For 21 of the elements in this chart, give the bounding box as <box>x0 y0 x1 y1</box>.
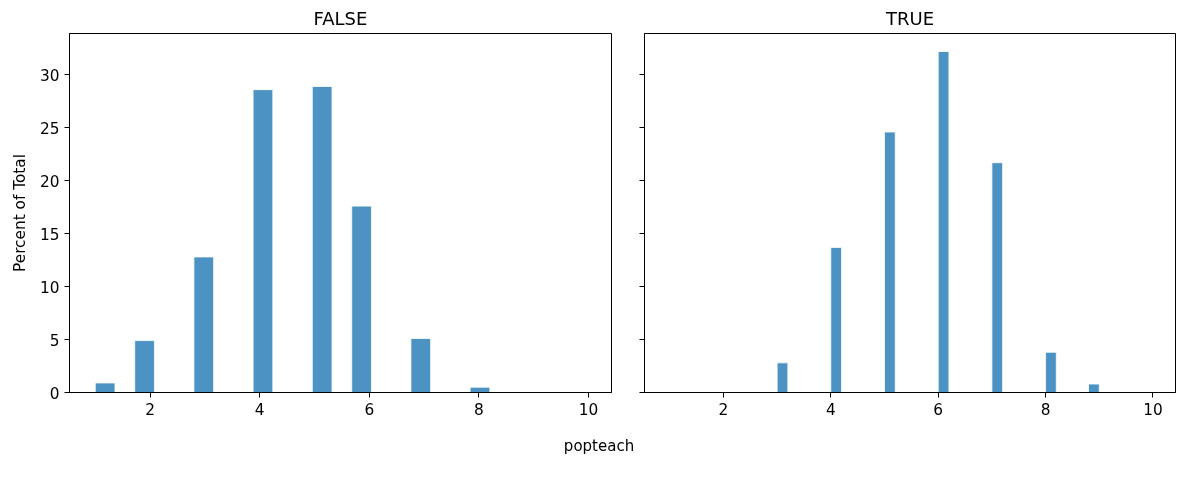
y-tick-label: 0 <box>49 384 60 403</box>
x-tick-label: 2 <box>145 400 155 419</box>
x-tick-label: 4 <box>825 400 836 419</box>
x-tick-label: 8 <box>1040 400 1051 419</box>
x-tick-label: 10 <box>1143 400 1163 419</box>
y-tick-label: 15 <box>40 225 60 244</box>
y-tick-label: 25 <box>40 119 60 138</box>
y-tick-label: 20 <box>40 172 60 191</box>
x-axis-title: popteach <box>563 436 635 457</box>
x-tick-label: 8 <box>474 400 484 419</box>
y-axis-title: Percent of Total <box>11 154 29 272</box>
x-tick-label: 6 <box>933 400 944 419</box>
x-tick-label: 10 <box>578 400 599 419</box>
x-tick-label: 4 <box>254 400 265 419</box>
chart-title: FALSE <box>313 7 368 29</box>
y-tick-label: 5 <box>49 331 60 350</box>
x-tick-label: 2 <box>718 400 729 419</box>
chart-title: TRUE <box>884 7 935 29</box>
y-tick-label: 10 <box>40 278 60 297</box>
x-tick-label: 6 <box>364 400 375 419</box>
y-tick-label: 30 <box>40 66 60 85</box>
